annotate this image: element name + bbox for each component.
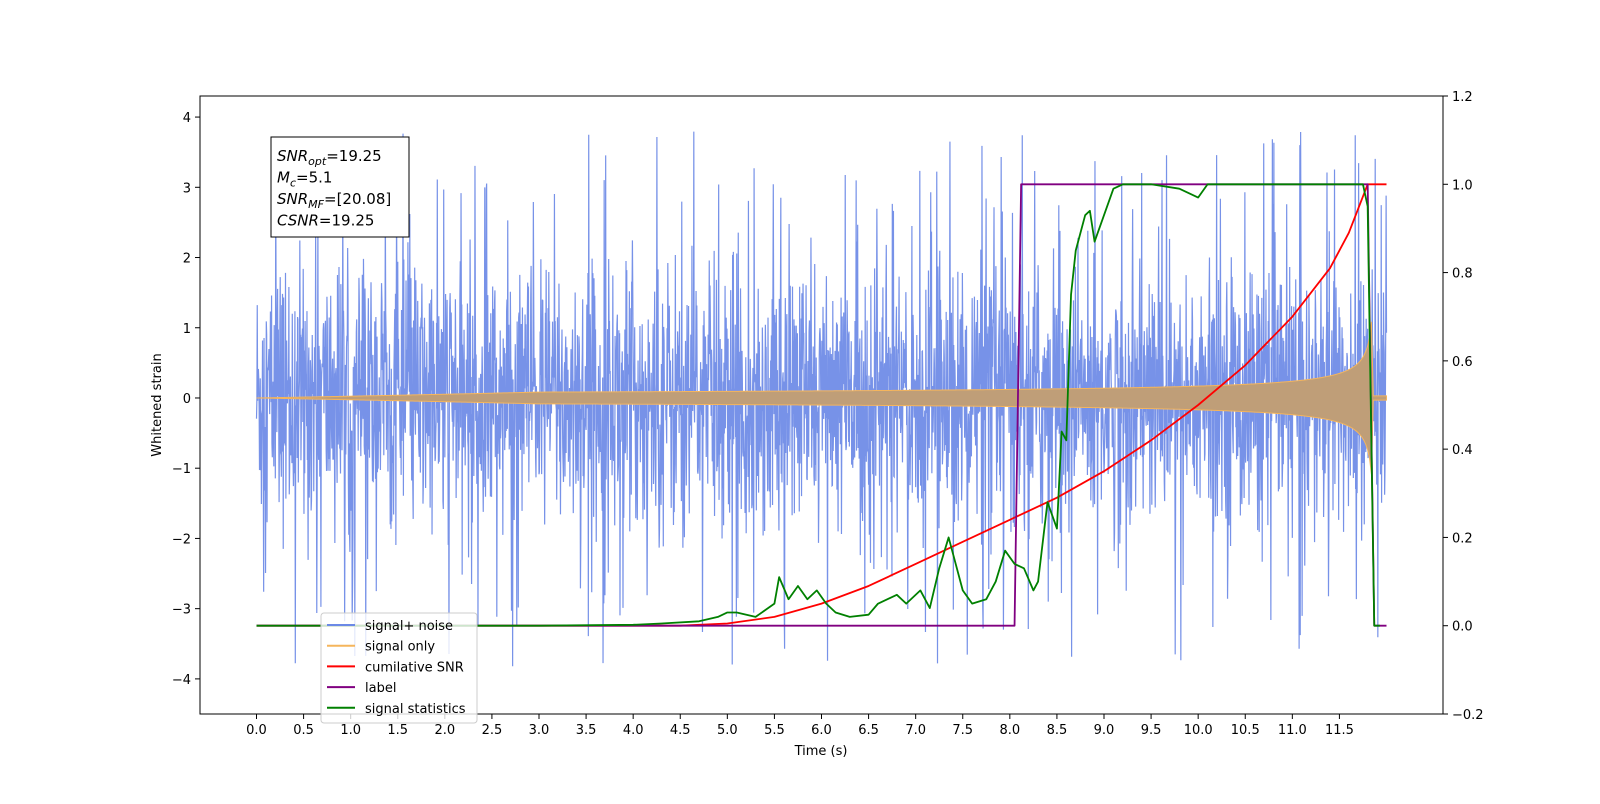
y-tick-label: 1	[183, 322, 191, 337]
x-tick-label: 10.5	[1231, 723, 1260, 738]
y2-tick-label: 0.6	[1452, 355, 1473, 370]
x-tick-label: 8.0	[999, 723, 1020, 738]
y2-tick-label: 1.2	[1452, 90, 1473, 105]
series-signal-plus-noise	[255, 131, 1388, 667]
x-tick-label: 10.0	[1184, 723, 1213, 738]
y-axis-label: Whitened strain	[150, 353, 165, 456]
stats-box: SNRopt=19.25Mc=5.1SNRMF=[20.08]CSNR=19.2…	[270, 136, 410, 238]
x-tick-label: 2.0	[434, 723, 455, 738]
x-tick-label: 0.5	[293, 723, 314, 738]
stats-line: Mc=5.1	[277, 169, 332, 190]
stats-line: SNRopt=19.25	[277, 147, 382, 168]
y2-tick-label: 0.8	[1452, 267, 1473, 282]
y2-tick-label: −0.2	[1452, 708, 1484, 723]
x-axis: 0.0 0.5 1.0 1.5 2.0 2.5 3.0 3.5 4.0 4.5 5.0 5.5 6.0 6…	[246, 714, 1354, 738]
stats-line: CSNR=19.25	[277, 212, 374, 230]
y-tick-label: 2	[183, 252, 191, 267]
y-tick-label: −1	[172, 462, 191, 477]
legend-label: cumilative SNR	[365, 660, 464, 675]
y-tick-label: 4	[183, 111, 191, 126]
y-tick-label: 3	[183, 181, 191, 196]
x-tick-label: 3.0	[529, 723, 550, 738]
x-tick-label: 4.0	[623, 723, 644, 738]
y2-tick-label: 0.4	[1452, 443, 1473, 458]
x-tick-label: 5.5	[764, 723, 785, 738]
legend: signal+ noise signal only cumilative SNR la…	[320, 612, 478, 724]
y2-tick-label: 1.0	[1452, 178, 1473, 193]
x-tick-label: 8.5	[1047, 723, 1068, 738]
x-tick-label: 1.5	[387, 723, 408, 738]
legend-label: signal only	[365, 640, 435, 655]
x-tick-label: 6.0	[811, 723, 832, 738]
x-tick-label: 2.5	[482, 723, 503, 738]
x-tick-label: 1.0	[340, 723, 361, 738]
y-axis-right: −0.2 0.0 0.2 0.4 0.6 0.8 1.0 1.2	[1443, 90, 1484, 723]
x-tick-label: 4.5	[670, 723, 691, 738]
y2-tick-label: 0.2	[1452, 531, 1473, 546]
x-tick-label: 0.0	[246, 723, 267, 738]
x-tick-label: 5.0	[717, 723, 738, 738]
y2-tick-label: 0.0	[1452, 620, 1473, 635]
x-tick-label: 9.5	[1141, 723, 1162, 738]
legend-label: signal statistics	[365, 702, 466, 717]
y-axis-left: −4 −3 −2 −1 0 1 2 3 4	[172, 111, 200, 688]
x-tick-label: 7.0	[905, 723, 926, 738]
x-axis-label: Time (s)	[794, 744, 848, 759]
x-tick-label: 6.5	[858, 723, 879, 738]
series-signal-only	[256, 321, 1387, 475]
x-tick-label: 3.5	[576, 723, 597, 738]
x-tick-label: 11.0	[1278, 723, 1307, 738]
legend-label: signal+ noise	[365, 619, 453, 634]
y-tick-label: −4	[172, 673, 191, 688]
legend-label: label	[365, 681, 396, 696]
series-layer	[255, 131, 1388, 667]
x-tick-label: 11.5	[1325, 723, 1354, 738]
stats-line: SNRMF=[20.08]	[277, 190, 391, 211]
x-tick-label: 7.5	[952, 723, 973, 738]
x-tick-label: 9.0	[1094, 723, 1115, 738]
y-tick-label: 0	[183, 392, 191, 407]
y-tick-label: −3	[172, 603, 191, 618]
y-tick-label: −2	[172, 532, 191, 547]
series-cumulative-snr	[256, 183, 1387, 627]
series-signal-statistics	[256, 183, 1380, 627]
